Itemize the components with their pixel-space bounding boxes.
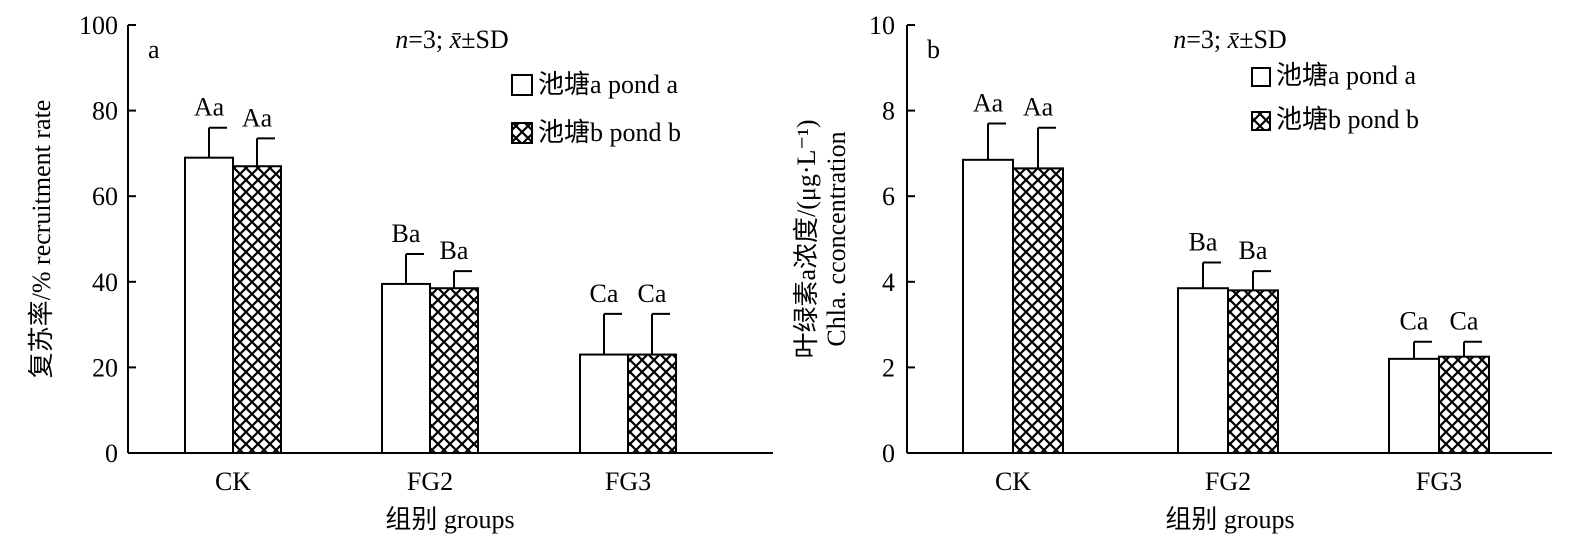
bar-pond-b: [627, 353, 677, 454]
legend: 池塘a pond a 池塘b pond b: [1251, 61, 1419, 134]
significance-label: Ca: [638, 279, 667, 308]
legend: 池塘a pond a 池塘b pond b: [511, 70, 681, 147]
panel-letter: a: [148, 35, 160, 64]
y-axis-title-line1: 叶绿素a浓度/(μg·L⁻¹): [792, 119, 821, 358]
y-tick-label: 60: [92, 182, 118, 211]
significance-label: Ba: [392, 219, 421, 248]
significance-label: Ba: [1189, 228, 1218, 257]
y-tick-label: 4: [882, 268, 895, 297]
title-sd: ±SD: [461, 25, 509, 54]
title-sd: ±SD: [1239, 25, 1287, 54]
y-tick-label: 6: [882, 182, 895, 211]
y-tick-label: 20: [92, 353, 118, 382]
y-axis-title-line2: Chla. cconcentration: [822, 131, 851, 346]
x-axis-title: 组别 groups: [385, 505, 514, 534]
bar-pond-b: [1438, 355, 1490, 455]
legend-swatch: [511, 122, 533, 144]
significance-label: Aa: [194, 93, 225, 122]
legend-label: 池塘b pond b: [1276, 105, 1419, 134]
bar-pond-a: [184, 156, 234, 454]
title-text: =3;: [1186, 25, 1227, 54]
bar-pond-a: [962, 158, 1014, 454]
panel-a: a n=3; x̄±SD 组别 groups 复苏率/% recruitment…: [27, 11, 773, 534]
y-tick-label: 10: [869, 11, 895, 40]
bar-pond-a: [1177, 287, 1229, 454]
y-ticks: 0 2 4 6 8 10: [869, 11, 915, 468]
y-tick-label: 8: [882, 97, 895, 126]
bar-pond-b: [1012, 167, 1064, 454]
y-axis-title: 叶绿素a浓度/(μg·L⁻¹)Chla. cconcentration: [792, 119, 851, 358]
x-axis-title: 组别 groups: [1165, 505, 1294, 534]
significance-label: Aa: [1023, 93, 1054, 122]
y-tick-label: 0: [882, 439, 895, 468]
x-tick-label: FG2: [407, 467, 453, 496]
bar-pond-a: [1388, 357, 1440, 454]
title-xbar: x̄: [449, 25, 462, 54]
title-n: n: [1173, 25, 1186, 54]
bars: Aa Aa Ba Ba Ca Ca: [962, 88, 1490, 455]
legend-label: 池塘a pond a: [538, 70, 679, 99]
y-tick-label: 0: [105, 439, 118, 468]
y-tick-label: 40: [92, 268, 118, 297]
significance-label: Aa: [973, 88, 1004, 117]
significance-label: Ca: [1450, 307, 1479, 336]
chart-title: n=3; x̄±SD: [1173, 25, 1286, 54]
bar-pond-a: [381, 282, 431, 454]
bar-pond-a: [579, 353, 629, 454]
x-category-labels: CK FG2 FG3: [995, 446, 1462, 496]
significance-label: Ba: [440, 236, 469, 265]
x-tick-label: FG2: [1205, 467, 1251, 496]
legend-label: 池塘b pond b: [538, 118, 681, 147]
panel-b: b n=3; x̄±SD 组别 groups 叶绿素a浓度/(μg·L⁻¹)Ch…: [792, 11, 1552, 534]
y-axis-title: 复苏率/% recruitment rate: [27, 100, 56, 379]
y-tick-label: 80: [92, 97, 118, 126]
bar-pond-b: [429, 287, 479, 454]
panel-letter: b: [927, 35, 940, 64]
legend-swatch: [1251, 67, 1271, 87]
significance-label: Ca: [590, 279, 619, 308]
legend-swatch: [1251, 111, 1271, 131]
x-category-labels: CK FG2 FG3: [215, 446, 651, 496]
x-tick-label: CK: [215, 467, 251, 496]
x-tick-label: FG3: [1416, 467, 1462, 496]
significance-label: Aa: [242, 103, 273, 132]
significance-label: Ca: [1400, 307, 1429, 336]
legend-label: 池塘a pond a: [1276, 61, 1417, 90]
legend-swatch: [511, 74, 533, 96]
x-tick-label: FG3: [605, 467, 651, 496]
title-n: n: [395, 25, 408, 54]
significance-label: Ba: [1239, 236, 1268, 265]
chart-title: n=3; x̄±SD: [395, 25, 508, 54]
bars: Aa Aa Ba Ba Ca Ca: [184, 93, 677, 455]
y-tick-label: 100: [79, 11, 118, 40]
title-text: =3;: [408, 25, 449, 54]
bar-pond-b: [1227, 289, 1279, 454]
y-tick-label: 2: [882, 353, 895, 382]
title-xbar: x̄: [1227, 25, 1240, 54]
y-ticks: 0 20 40 60 80 100: [79, 11, 136, 468]
bar-pond-b: [232, 165, 282, 455]
x-tick-label: CK: [995, 467, 1031, 496]
